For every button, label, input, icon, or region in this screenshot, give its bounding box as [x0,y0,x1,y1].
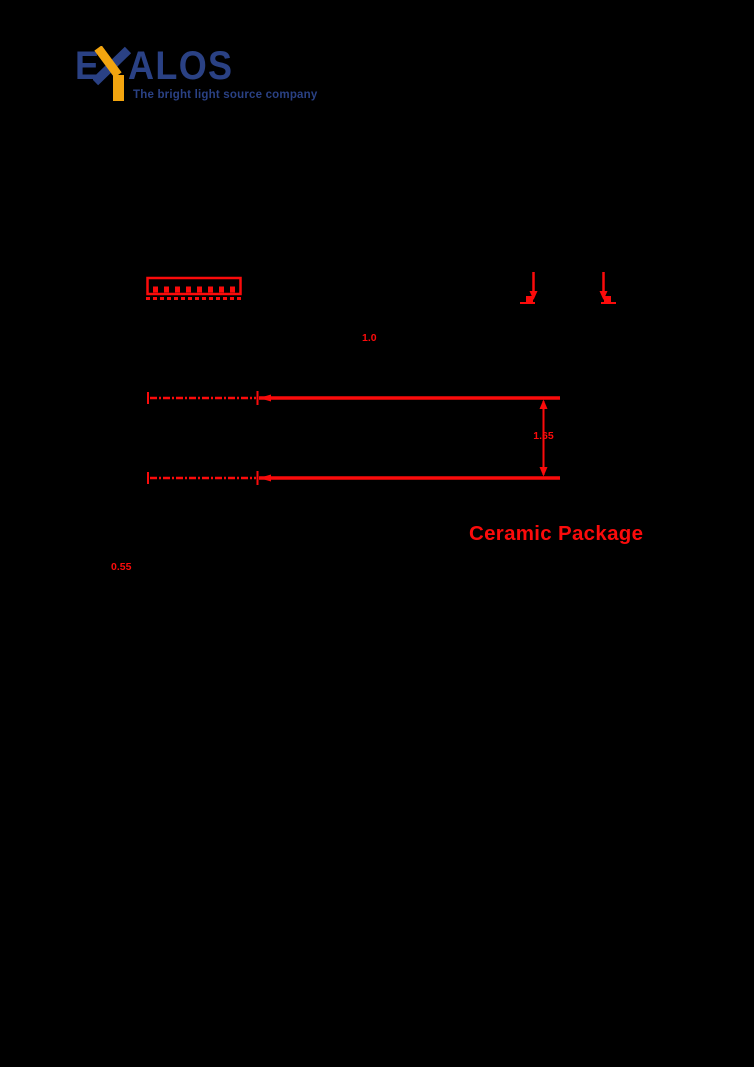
package-bottom-edge [147,471,560,485]
package-top-edge [147,391,560,405]
dimension-label-right: 1.65 [533,430,554,442]
corner-mark-right [599,272,616,304]
dimension-label-lower-left: 0.55 [111,561,132,573]
corner-mark-left [520,272,538,304]
logo-letters-alos: ALOS [128,44,234,88]
connector-side-view [146,276,243,300]
logo-tagline: The bright light source company [133,89,318,101]
dimension-label-top: 1.0 [362,332,377,344]
logo-x-icon [93,46,131,101]
drawing-caption: Ceramic Package [469,522,644,545]
dimension-line-right [539,399,548,477]
exalos-logo: E ALOS The bright light source company [0,0,360,120]
connector-pin-row [153,286,235,293]
